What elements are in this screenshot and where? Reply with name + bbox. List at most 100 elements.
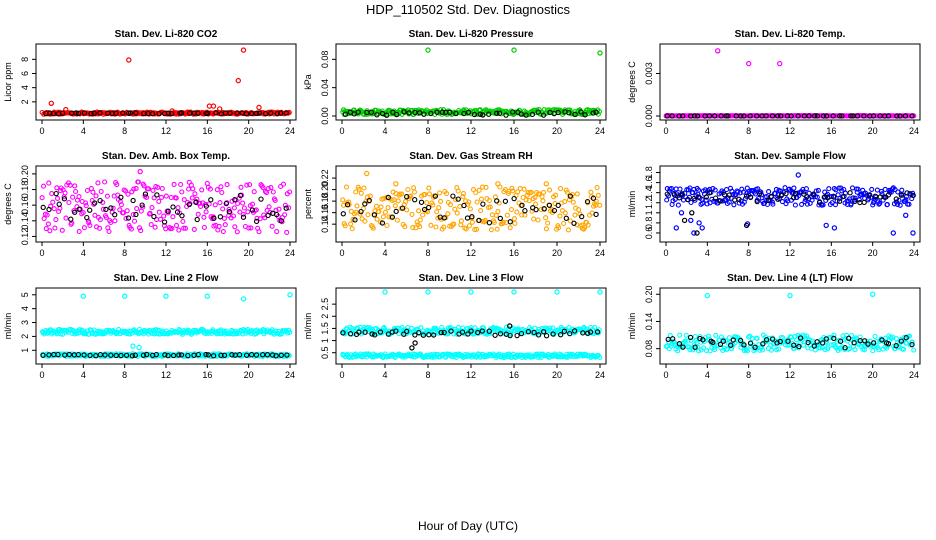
data-point <box>182 225 189 231</box>
data-point <box>486 220 493 226</box>
data-point <box>86 220 92 226</box>
x-tick-label: 8 <box>122 248 127 258</box>
data-point <box>232 197 238 203</box>
data-point <box>769 113 776 119</box>
data-point <box>357 211 363 217</box>
data-point <box>362 329 368 335</box>
data-point <box>208 197 214 203</box>
panel-9: Stan. Dev. Line 4 (LT) Flow ml/min 0 4 8 12 16… <box>627 273 921 380</box>
data-point <box>134 206 140 212</box>
x-tick-label: 8 <box>122 126 127 136</box>
panel-5: Stan. Dev. Gas Stream RH percent 0 4 8 12 16 20… <box>303 151 607 258</box>
data-point <box>272 197 278 204</box>
data-point <box>478 208 484 214</box>
data-point <box>584 198 591 205</box>
data-point <box>706 113 713 119</box>
data-point-outlier <box>691 230 697 236</box>
data-point <box>910 192 916 199</box>
data-point <box>666 339 672 345</box>
data-point <box>219 189 225 196</box>
data-point <box>83 200 89 206</box>
data-point <box>41 216 47 222</box>
data-point <box>384 112 390 118</box>
x-tick-label: 12 <box>466 370 476 380</box>
data-point <box>113 352 119 359</box>
data-point <box>162 352 168 358</box>
y-tick-label: 1.4 <box>644 186 654 199</box>
x-tick-label: 24 <box>909 126 919 136</box>
data-point <box>904 190 910 196</box>
data-point <box>374 216 380 222</box>
data-point <box>213 110 219 116</box>
data-point <box>84 214 90 221</box>
x-tick-label: 0 <box>663 370 668 380</box>
data-point <box>399 191 405 197</box>
data-point <box>664 197 670 203</box>
data-point <box>161 213 167 219</box>
data-point <box>148 221 154 228</box>
y-tick-label: 0.18 <box>20 181 30 199</box>
data-point <box>130 211 136 218</box>
data-point <box>404 328 410 335</box>
data-point <box>287 189 293 195</box>
data-point <box>455 196 461 202</box>
data-point <box>594 185 600 191</box>
data-point <box>76 194 82 200</box>
data-point <box>75 110 82 117</box>
data-point <box>385 205 391 211</box>
data-point <box>680 344 686 350</box>
data-point <box>95 180 101 186</box>
data-point <box>474 199 480 205</box>
x-tick-label: 0 <box>339 248 344 258</box>
x-tick-label: 20 <box>868 126 878 136</box>
x-tick-label: 16 <box>509 248 519 258</box>
data-point <box>676 113 682 119</box>
data-point <box>52 225 58 231</box>
data-point <box>872 333 878 340</box>
data-point-outlier <box>48 100 55 107</box>
data-point <box>696 348 702 354</box>
data-point <box>778 192 784 199</box>
data-point <box>46 180 52 186</box>
data-point <box>108 219 114 226</box>
data-point <box>893 336 899 342</box>
data-point <box>677 186 683 192</box>
data-point <box>133 211 139 218</box>
data-point <box>778 113 784 119</box>
data-point <box>234 229 240 235</box>
data-point <box>903 335 909 341</box>
data-point <box>118 194 124 200</box>
data-point <box>594 329 601 335</box>
data-point <box>571 328 578 334</box>
data-point <box>765 197 771 204</box>
data-point <box>826 186 832 192</box>
data-point <box>585 222 591 228</box>
data-point <box>150 187 156 193</box>
data-point <box>870 348 876 354</box>
data-point-outlier <box>204 293 210 299</box>
data-point <box>192 191 198 197</box>
data-point <box>189 195 195 201</box>
data-point <box>97 110 103 116</box>
data-point <box>519 202 525 208</box>
data-point <box>237 192 244 199</box>
y-axis-label: ml/min <box>303 313 313 340</box>
data-point <box>813 188 819 194</box>
data-point <box>92 200 98 206</box>
data-point <box>703 194 709 200</box>
x-tick-label: 20 <box>552 248 562 258</box>
data-point <box>533 206 539 213</box>
data-point <box>401 109 407 115</box>
data-point <box>163 193 169 199</box>
data-point <box>385 331 392 337</box>
data-point <box>852 347 858 353</box>
data-point <box>258 196 264 202</box>
data-point <box>138 208 144 214</box>
data-point <box>190 186 196 192</box>
data-point <box>712 113 718 119</box>
data-point <box>768 193 774 199</box>
data-point <box>885 192 892 198</box>
data-point <box>426 204 432 211</box>
data-point-outlier <box>256 104 262 111</box>
data-point <box>592 325 598 331</box>
